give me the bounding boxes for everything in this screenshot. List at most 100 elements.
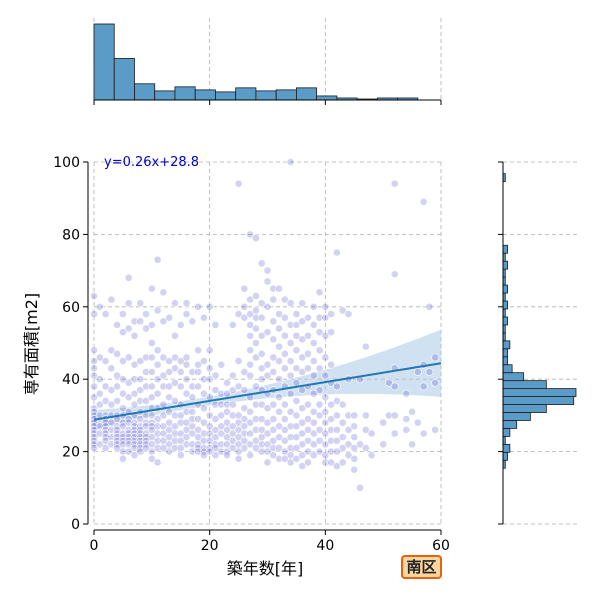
right-hist-bar	[502, 244, 508, 254]
scatter-point	[113, 371, 122, 380]
scatter-point	[263, 328, 272, 337]
scatter-point	[315, 364, 324, 373]
x-tick-label: 40	[316, 538, 334, 554]
scatter-point	[361, 425, 370, 434]
scatter-point	[402, 389, 411, 398]
scatter-point	[199, 389, 208, 398]
scatter-point	[298, 353, 307, 362]
scatter-point	[124, 378, 133, 387]
scatter-point	[263, 266, 272, 275]
scatter-point	[246, 346, 255, 355]
scatter-point	[419, 197, 428, 206]
scatter-point	[217, 429, 226, 438]
scatter-point	[321, 440, 330, 449]
scatter-point	[119, 357, 127, 365]
scatter-point	[309, 339, 318, 347]
scatter-point	[367, 429, 376, 438]
scatter-point	[217, 389, 226, 398]
scatter-point	[338, 400, 347, 409]
scatter-point	[119, 328, 127, 337]
scatter-point	[309, 407, 318, 416]
y-tick-label: 40	[62, 372, 80, 388]
scatter-point	[332, 397, 341, 405]
scatter-point	[275, 375, 283, 384]
scatter-point	[130, 331, 139, 340]
scatter-point	[304, 364, 312, 373]
scatter-point	[182, 310, 191, 318]
scatter-point	[194, 415, 202, 423]
scatter-point	[147, 339, 156, 347]
scatter-point	[211, 451, 220, 460]
scatter-point	[286, 357, 295, 365]
scatter-point	[252, 306, 260, 315]
scatter-point	[315, 288, 324, 297]
scatter-point	[90, 393, 98, 402]
scatter-point	[205, 346, 214, 355]
scatter-point	[298, 404, 307, 413]
scatter-point	[246, 310, 255, 318]
scatter-point	[332, 411, 341, 420]
scatter-point	[113, 397, 122, 405]
scatter-point	[431, 425, 440, 434]
scatter-point	[252, 353, 260, 362]
scatter-point	[107, 386, 116, 394]
scatter-point	[130, 389, 139, 398]
regression-equation: y=0.26x+28.8	[104, 155, 199, 170]
scatter-point	[350, 444, 359, 452]
scatter-point	[107, 440, 116, 449]
scatter-point	[304, 436, 312, 445]
scatter-point	[286, 299, 295, 308]
scatter-point	[153, 346, 162, 355]
scatter-point	[298, 368, 307, 376]
scatter-point	[292, 378, 301, 387]
scatter-point	[286, 433, 295, 442]
scatter-point	[171, 411, 179, 420]
scatter-point	[252, 324, 260, 333]
scatter-point	[171, 353, 179, 362]
scatter-point	[280, 425, 289, 434]
scatter-point	[315, 447, 324, 456]
scatter-point	[176, 368, 185, 376]
top-hist-bar	[235, 87, 257, 101]
scatter-point	[390, 179, 399, 188]
scatter-point	[275, 454, 283, 463]
x-tick-label: 20	[201, 538, 219, 554]
scatter-point	[240, 313, 249, 322]
scatter-point	[275, 444, 283, 452]
right-hist-bar	[502, 364, 513, 374]
scatter-point	[269, 317, 278, 326]
scatter-point	[228, 386, 237, 394]
scatter-point	[165, 382, 174, 391]
scatter-point	[275, 310, 283, 318]
scatter-point	[327, 458, 336, 467]
scatter-points	[90, 158, 440, 492]
scatter-point	[292, 320, 301, 329]
scatter-point	[257, 400, 266, 409]
scatter-point	[228, 320, 237, 329]
scatter-point	[298, 418, 307, 427]
scatter-point	[413, 418, 422, 427]
top-hist-bar	[275, 89, 297, 101]
scatter-point	[257, 313, 266, 322]
scatter-point	[332, 436, 341, 445]
scatter-point	[246, 429, 255, 438]
scatter-point	[188, 317, 197, 326]
scatter-point	[246, 331, 255, 340]
scatter-point	[240, 302, 249, 311]
scatter-point	[257, 364, 266, 373]
scatter-point	[107, 295, 116, 304]
scatter-point	[321, 407, 330, 416]
scatter-point	[309, 320, 318, 329]
scatter-point	[269, 425, 278, 434]
scatter-point	[327, 447, 336, 456]
scatter-point	[292, 397, 301, 405]
scatter-point	[361, 411, 370, 420]
right-hist-bar	[502, 372, 524, 382]
scatter-point	[153, 458, 162, 467]
scatter-point	[188, 447, 197, 456]
scatter-point	[199, 375, 208, 384]
scatter-point	[298, 429, 307, 438]
scatter-point	[136, 357, 145, 365]
scatter-point	[182, 360, 191, 369]
scatter-point	[269, 284, 278, 293]
